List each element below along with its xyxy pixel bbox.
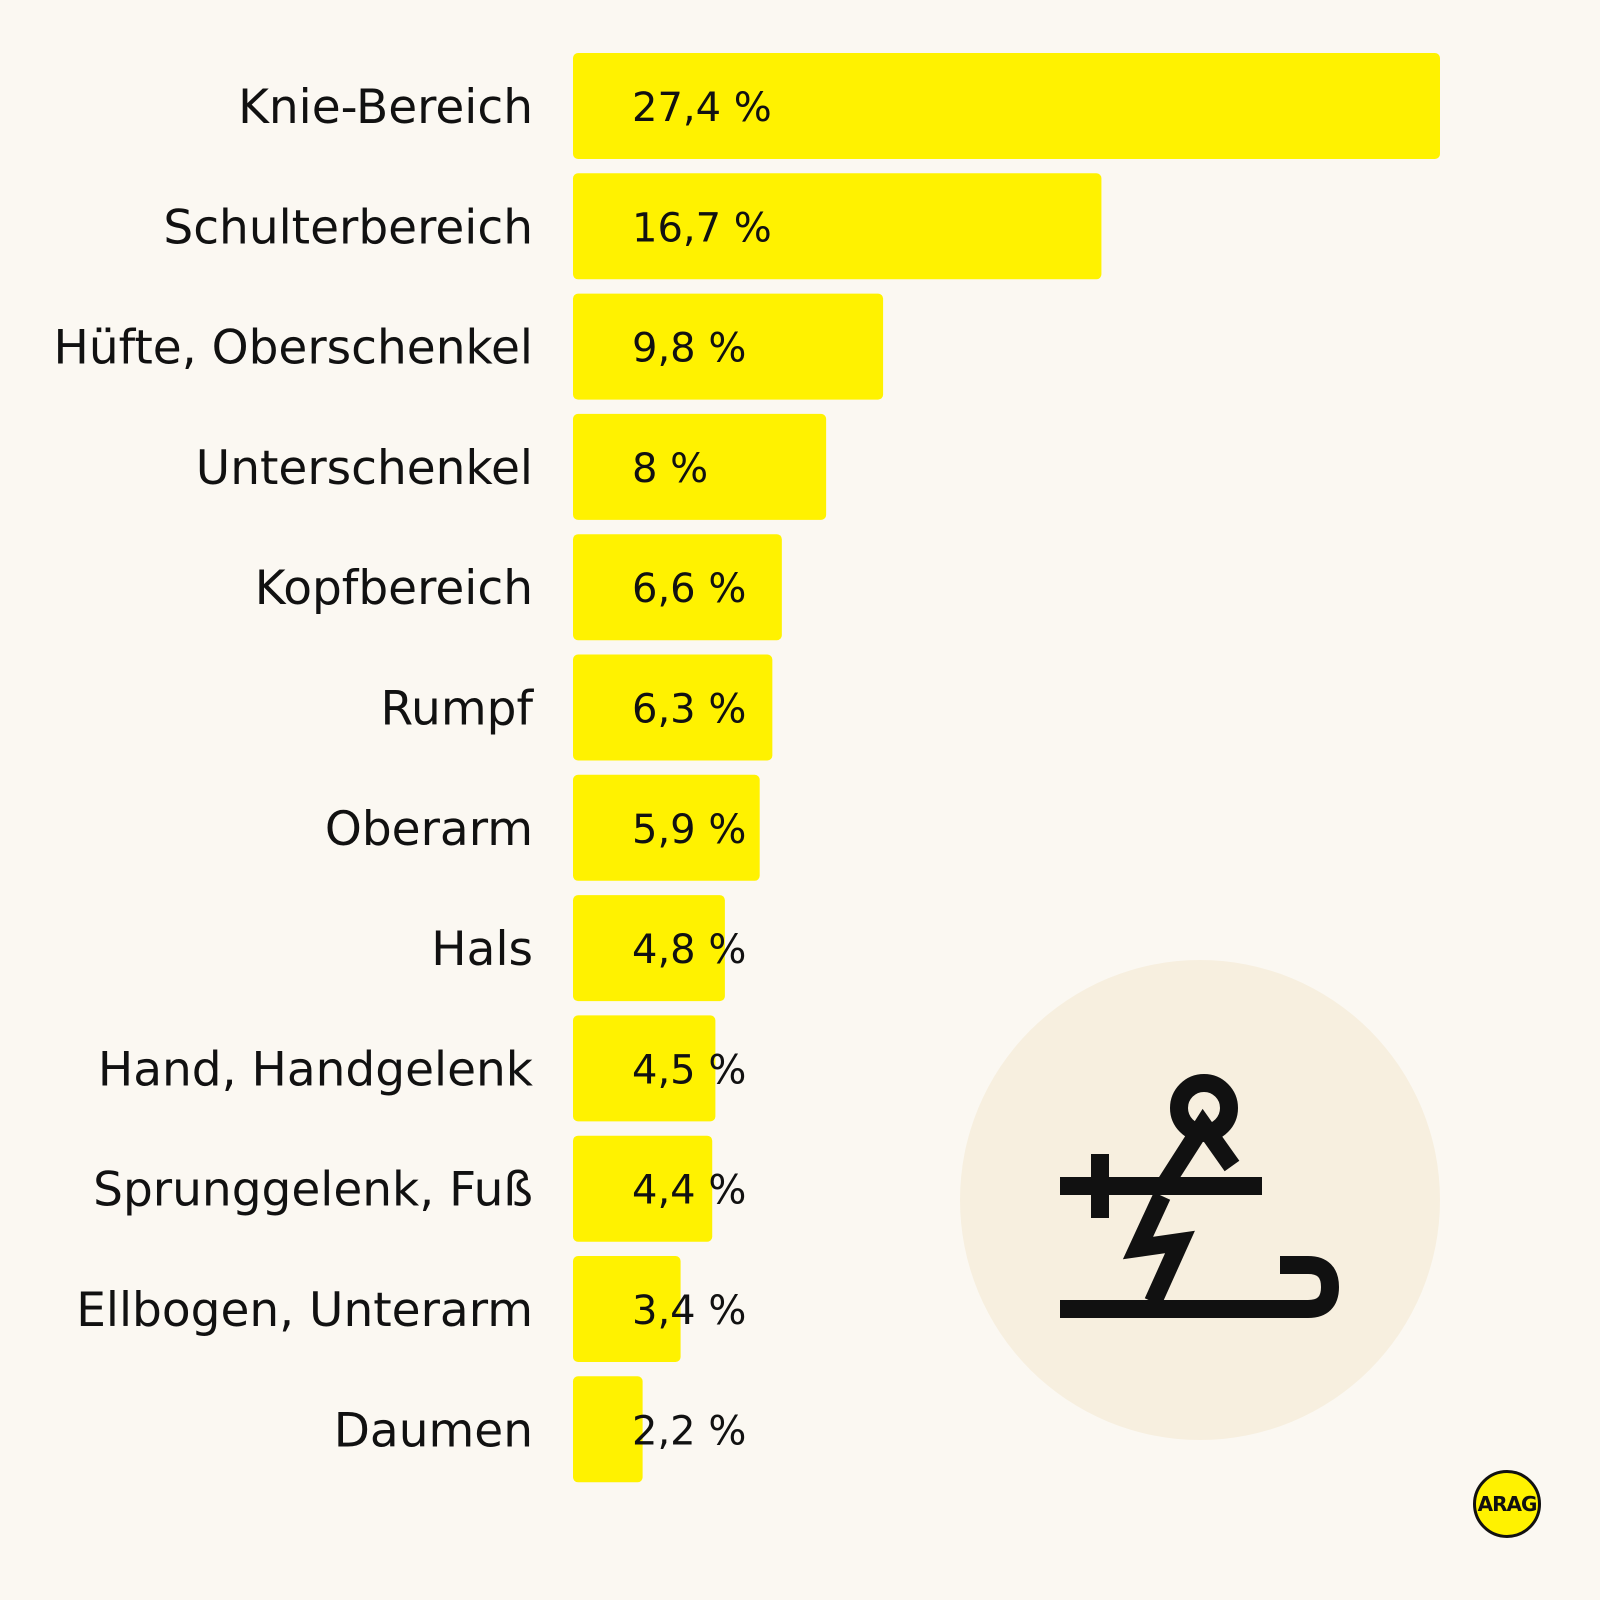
- value-label: 27,4 %: [632, 85, 772, 131]
- value-label: 8 %: [632, 446, 708, 492]
- category-label: Hüfte, Oberschenkel: [54, 321, 533, 376]
- bar: [573, 413, 827, 520]
- value-label: 9,8 %: [632, 326, 746, 372]
- logo-text: ARAG: [1477, 1492, 1538, 1516]
- value-label: 5,9 %: [632, 807, 746, 853]
- bar: [573, 53, 1440, 159]
- bar: [573, 774, 760, 881]
- category-label: Schulterbereich: [163, 200, 533, 255]
- bar: [573, 1015, 716, 1122]
- bar: [573, 1256, 681, 1362]
- value-label: 6,6 %: [632, 566, 746, 612]
- bar: [573, 173, 1102, 280]
- category-label: Kopfbereich: [255, 561, 533, 616]
- category-label: Oberarm: [325, 802, 533, 857]
- value-label: 16,7 %: [632, 205, 772, 251]
- bar: [573, 654, 773, 761]
- value-label: 3,4 %: [632, 1288, 746, 1334]
- category-label: Daumen: [334, 1403, 533, 1458]
- category-label: Hals: [431, 922, 533, 977]
- value-label: 4,4 %: [632, 1168, 746, 1214]
- value-label: 4,8 %: [632, 927, 746, 973]
- bar: [573, 1376, 643, 1483]
- category-label: Unterschenkel: [196, 441, 533, 496]
- bar: [573, 1135, 713, 1242]
- value-label: 4,5 %: [632, 1047, 746, 1093]
- category-label: Rumpf: [381, 682, 535, 737]
- arag-logo: ARAG: [1473, 1470, 1541, 1538]
- category-label: Knie-Bereich: [238, 80, 533, 135]
- value-label: 6,3 %: [632, 687, 746, 733]
- category-label: Ellbogen, Unterarm: [76, 1283, 533, 1338]
- value-label: 2,2 %: [632, 1408, 746, 1454]
- category-label: Sprunggelenk, Fuß: [93, 1163, 533, 1218]
- bar: [573, 895, 725, 1002]
- bar: [573, 293, 884, 400]
- bar: [573, 534, 782, 641]
- category-label: Hand, Handgelenk: [98, 1042, 534, 1097]
- skier-icon: [1060, 1074, 1340, 1318]
- illustration-circle: [960, 960, 1440, 1440]
